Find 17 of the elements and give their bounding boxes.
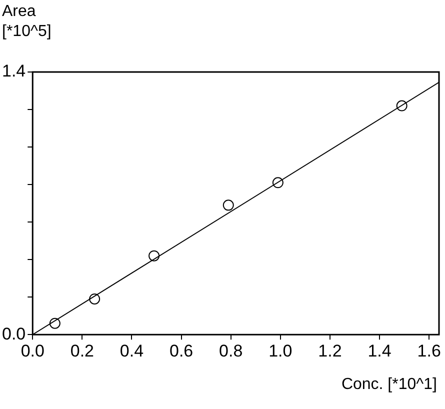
x-tick-label: 0.8 (219, 341, 243, 360)
point (89, 293, 100, 304)
x-tick-label: 0.2 (70, 341, 94, 360)
x-tick-label: 0.0 (20, 341, 44, 360)
x-axis-title: Conc. [*10^1] (341, 376, 437, 394)
x-tick-label: 1.6 (417, 341, 441, 360)
x-tick-label: 1.0 (268, 341, 292, 360)
point (148, 250, 160, 262)
x-tick-label: 1.4 (368, 341, 392, 360)
y-axis-title: Area [*10^5] (2, 2, 52, 42)
x-tick-label: 0.4 (120, 341, 144, 360)
point (49, 318, 60, 329)
point (396, 100, 408, 112)
x-tick-label: 0.6 (169, 341, 194, 360)
point (222, 200, 234, 211)
point (272, 177, 284, 188)
x-tick-label: 1.2 (318, 341, 342, 360)
